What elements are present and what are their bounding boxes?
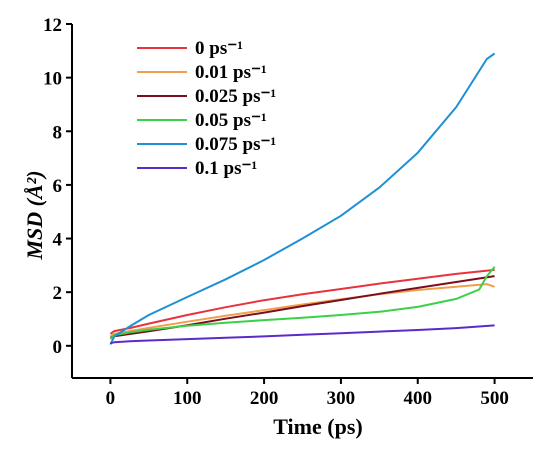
series-line-1 bbox=[109, 283, 495, 338]
legend: 0 ps⁻¹ 0.01 ps⁻¹ 0.025 ps⁻¹ 0.05 ps⁻¹ 0.075 … bbox=[137, 38, 276, 179]
x-tick-label: 500 bbox=[480, 388, 509, 409]
x-tick-label: 300 bbox=[327, 388, 356, 409]
legend-label-4: 0.075 ps⁻¹ bbox=[195, 134, 276, 155]
x-tick-label: 200 bbox=[250, 388, 279, 409]
series-line-4 bbox=[109, 52, 496, 345]
y-tick-label: 8 bbox=[53, 122, 63, 143]
y-tick-label: 12 bbox=[43, 15, 62, 36]
y-axis-title: MSD (Å²) bbox=[22, 170, 47, 260]
series-line-3 bbox=[109, 266, 496, 340]
series-layer bbox=[109, 52, 496, 345]
series-line-2 bbox=[110, 275, 495, 339]
legend-label-2: 0.025 ps⁻¹ bbox=[195, 86, 276, 107]
x-tick-label: 400 bbox=[404, 388, 433, 409]
x-axis-title: Time (ps) bbox=[273, 414, 362, 439]
series-line-0 bbox=[109, 268, 495, 335]
y-tick-label: 10 bbox=[43, 69, 62, 90]
x-tick-label: 0 bbox=[106, 388, 116, 409]
legend-label-0: 0 ps⁻¹ bbox=[195, 38, 243, 59]
legend-label-5: 0.1 ps⁻¹ bbox=[195, 158, 257, 179]
axes-layer: 0 100 200 300 400 500 0 2 4 6 8 10 12 bbox=[43, 15, 533, 409]
legend-label-1: 0.01 ps⁻¹ bbox=[195, 62, 267, 83]
y-tick-label: 0 bbox=[53, 337, 63, 358]
y-tick-label: 6 bbox=[53, 176, 63, 197]
y-tick-label: 2 bbox=[53, 283, 63, 304]
y-tick-label: 4 bbox=[53, 230, 63, 251]
legend-label-3: 0.05 ps⁻¹ bbox=[195, 110, 267, 131]
x-tick-label: 100 bbox=[173, 388, 202, 409]
series-line-5 bbox=[110, 324, 495, 345]
